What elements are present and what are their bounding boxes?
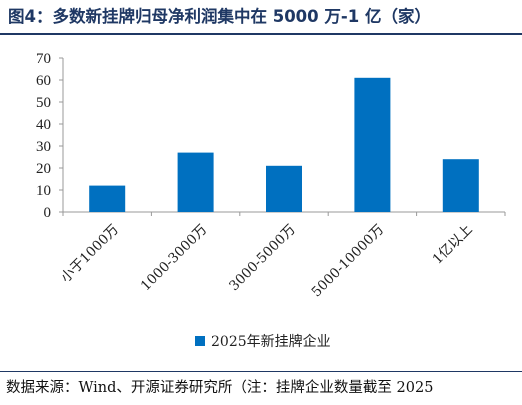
legend-label: 2025年新挂牌企业: [211, 333, 331, 350]
bar: [354, 77, 391, 212]
bar: [177, 152, 214, 212]
y-tick-label: 60: [36, 73, 51, 89]
x-tick-label: 1000-3000万: [138, 222, 211, 295]
figure-title: 图4：多数新挂牌归母净利润集中在 5000 万-1 亿（家）: [8, 7, 431, 26]
source-note: 数据来源：Wind、开源证券研究所（注：挂牌企业数量截至 2025: [6, 380, 434, 396]
bar-chart: 0 10 20 30 40 50 60 70 小于1000万 1000-3000万 3000-500…: [36, 51, 506, 350]
x-tick-label: 5000-10000万: [308, 222, 387, 301]
legend-swatch: [195, 336, 205, 346]
bar: [89, 185, 126, 212]
x-tick-label: 1亿以上: [430, 222, 476, 268]
y-tick-label: 30: [36, 139, 51, 155]
y-tick-label: 50: [36, 95, 51, 111]
title-divider: [0, 33, 522, 35]
y-tick-label: 70: [36, 51, 51, 67]
y-tick-label: 0: [44, 205, 52, 221]
x-tick-label: 小于1000万: [58, 222, 122, 286]
bar: [266, 165, 302, 212]
source-divider: [0, 371, 522, 372]
bar: [442, 159, 479, 212]
y-tick-label: 40: [36, 117, 51, 133]
y-tick-label: 10: [36, 183, 51, 199]
y-tick-label: 20: [36, 161, 51, 177]
x-tick-label: 3000-5000万: [226, 222, 299, 295]
